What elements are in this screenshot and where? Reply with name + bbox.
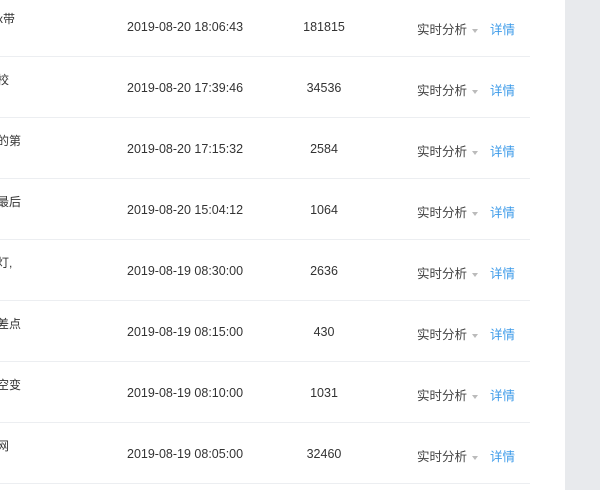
realtime-analysis-label: 实时分析 [417,145,468,159]
article-title[interactable]: 空变 [0,378,22,392]
caret-down-icon [472,272,479,277]
realtime-analysis-label: 实时分析 [417,389,468,403]
detail-link[interactable]: 详情 [490,389,516,403]
realtime-analysis-dropdown[interactable]: 实时分析 [417,446,479,465]
article-title[interactable]: 灯, [0,256,13,270]
realtime-analysis-label: 实时分析 [417,328,468,342]
realtime-analysis-label: 实时分析 [417,206,468,220]
publish-time: 2019-08-20 18:06:43 [127,20,244,34]
article-title[interactable]: x带 [0,12,16,26]
right-sidebar-panel [565,0,600,490]
caret-down-icon [472,455,479,460]
realtime-analysis-label: 实时分析 [417,267,468,281]
publish-time: 2019-08-20 15:04:12 [127,203,244,217]
realtime-analysis-dropdown[interactable]: 实时分析 [417,19,479,38]
table-row: x带 2019-08-20 18:06:43 181815 实时分析 详情 [0,0,530,57]
read-count: 34536 [306,81,342,95]
read-count: 1064 [310,203,338,217]
article-title[interactable]: 最后 [0,195,22,209]
caret-down-icon [472,150,479,155]
realtime-analysis-label: 实时分析 [417,84,468,98]
read-count: 430 [313,325,335,339]
detail-link[interactable]: 详情 [490,145,516,159]
article-title[interactable]: 校 [0,73,10,87]
article-title[interactable]: 网 [0,439,10,453]
publish-time: 2019-08-19 08:05:00 [127,447,244,461]
articles-table: x带 2019-08-20 18:06:43 181815 实时分析 详情 校 … [0,0,530,484]
realtime-analysis-dropdown[interactable]: 实时分析 [417,141,479,160]
read-count: 1031 [310,386,338,400]
read-count: 2636 [310,264,338,278]
read-count: 32460 [306,447,342,461]
caret-down-icon [472,333,479,338]
publish-time: 2019-08-19 08:10:00 [127,386,244,400]
realtime-analysis-dropdown[interactable]: 实时分析 [417,324,479,343]
table-row: 网 2019-08-19 08:05:00 32460 实时分析 详情 [0,423,530,484]
publish-time: 2019-08-19 08:30:00 [127,264,244,278]
caret-down-icon [472,211,479,216]
publish-time: 2019-08-19 08:15:00 [127,325,244,339]
realtime-analysis-label: 实时分析 [417,450,468,464]
table-row: 差点 2019-08-19 08:15:00 430 实时分析 详情 [0,301,530,362]
realtime-analysis-dropdown[interactable]: 实时分析 [417,202,479,221]
table-row: 的第 2019-08-20 17:15:32 2584 实时分析 详情 [0,118,530,179]
read-count: 2584 [310,142,338,156]
publish-time: 2019-08-20 17:15:32 [127,142,244,156]
realtime-analysis-dropdown[interactable]: 实时分析 [417,263,479,282]
table-row: 空变 2019-08-19 08:10:00 1031 实时分析 详情 [0,362,530,423]
realtime-analysis-label: 实时分析 [417,23,468,37]
table-row: 校 2019-08-20 17:39:46 34536 实时分析 详情 [0,57,530,118]
table-row: 最后 2019-08-20 15:04:12 1064 实时分析 详情 [0,179,530,240]
publish-time: 2019-08-20 17:39:46 [127,81,244,95]
detail-link[interactable]: 详情 [490,84,516,98]
caret-down-icon [472,394,479,399]
caret-down-icon [472,28,479,33]
article-title[interactable]: 差点 [0,317,22,331]
detail-link[interactable]: 详情 [490,450,516,464]
detail-link[interactable]: 详情 [490,267,516,281]
table-row: 灯, 2019-08-19 08:30:00 2636 实时分析 详情 [0,240,530,301]
realtime-analysis-dropdown[interactable]: 实时分析 [417,80,479,99]
detail-link[interactable]: 详情 [490,328,516,342]
article-title[interactable]: 的第 [0,134,22,148]
detail-link[interactable]: 详情 [490,206,516,220]
read-count: 181815 [303,20,345,34]
detail-link[interactable]: 详情 [490,23,516,37]
realtime-analysis-dropdown[interactable]: 实时分析 [417,385,479,404]
caret-down-icon [472,89,479,94]
